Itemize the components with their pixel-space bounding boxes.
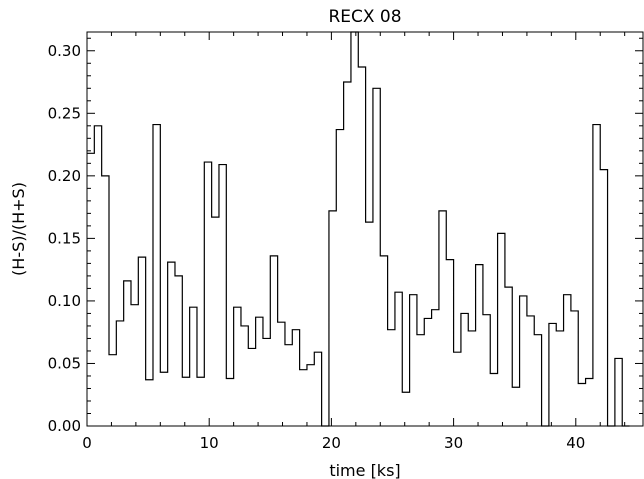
x-axis-label: time [ks]	[329, 461, 400, 479]
y-axis-label: (H-S)/(H+S)	[9, 182, 28, 276]
y-tick-label: 0.15	[48, 229, 81, 247]
y-tick-label: 0.00	[48, 417, 81, 435]
y-axis-ticks: 0.00 0.05 0.10 0.15 0.20 0.25 0.30	[48, 37, 643, 435]
y-tick-label: 0.10	[48, 292, 81, 310]
x-tick-label: 20	[322, 434, 341, 452]
x-tick-label: 0	[82, 434, 92, 452]
plot-frame	[86, 31, 644, 427]
x-tick-label: 30	[444, 434, 463, 452]
y-tick-label: 0.05	[48, 354, 81, 372]
y-tick-label: 0.20	[48, 167, 81, 185]
y-tick-label: 0.25	[48, 104, 81, 122]
chart-title: RECX 08	[328, 7, 401, 27]
hardness-ratio-series	[87, 31, 630, 427]
x-axis-ticks: 0 10 20 30 40	[82, 32, 626, 452]
x-tick-label: 10	[200, 434, 219, 452]
x-tick-label: 40	[566, 434, 585, 452]
y-tick-label: 0.30	[48, 42, 81, 60]
